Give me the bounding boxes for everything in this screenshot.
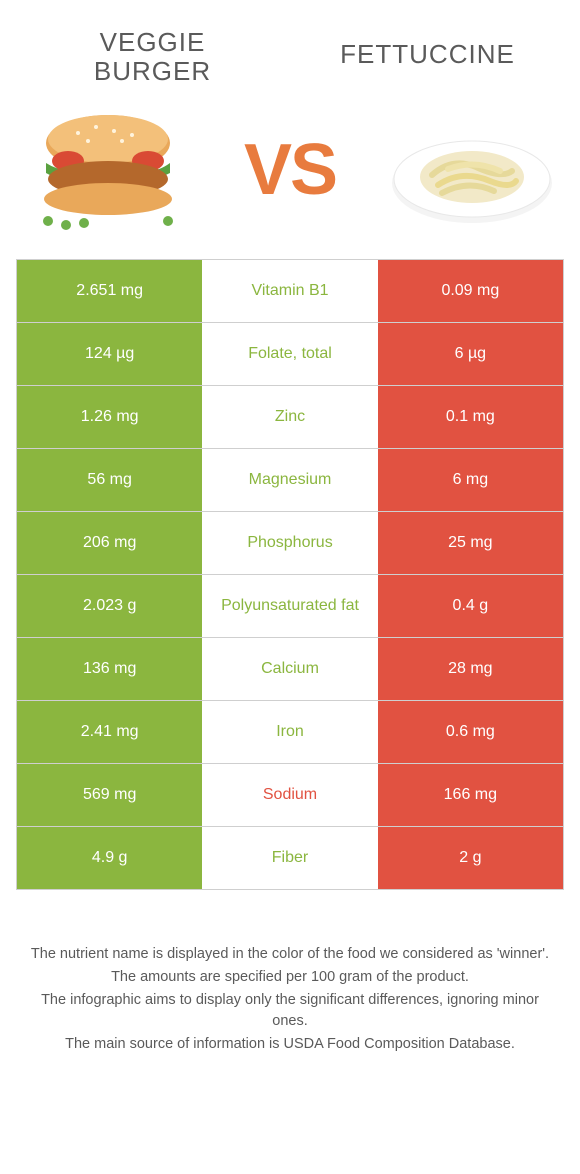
footnote-line: The main source of information is USDA F… — [30, 1034, 550, 1055]
vs-label: VS — [244, 129, 336, 211]
pasta-icon — [382, 105, 562, 235]
comparison-infographic: VEGGIE BURGER FETTUCCINE VS — [0, 0, 580, 1077]
food1-value: 56 mg — [17, 449, 202, 511]
nutrient-name: Fiber — [202, 827, 377, 889]
food1-value: 2.41 mg — [17, 701, 202, 763]
hero-row: VS — [0, 97, 580, 259]
table-row: 206 mgPhosphorus25 mg — [17, 511, 563, 574]
title-row: VEGGIE BURGER FETTUCCINE — [0, 0, 580, 97]
nutrient-name: Iron — [202, 701, 377, 763]
food2-image — [382, 105, 562, 235]
footnotes: The nutrient name is displayed in the co… — [0, 890, 580, 1077]
table-row: 2.41 mgIron0.6 mg — [17, 700, 563, 763]
table-row: 2.023 gPolyunsaturated fat0.4 g — [17, 574, 563, 637]
food2-value: 0.4 g — [378, 575, 563, 637]
food1-value: 136 mg — [17, 638, 202, 700]
nutrient-name: Zinc — [202, 386, 377, 448]
table-row: 569 mgSodium166 mg — [17, 763, 563, 826]
food1-value: 206 mg — [17, 512, 202, 574]
nutrient-name: Folate, total — [202, 323, 377, 385]
food1-value: 2.023 g — [17, 575, 202, 637]
food2-value: 28 mg — [378, 638, 563, 700]
table-row: 2.651 mgVitamin B10.09 mg — [17, 259, 563, 322]
footnote-line: The nutrient name is displayed in the co… — [30, 944, 550, 965]
food2-title: FETTUCCINE — [315, 28, 540, 85]
table-row: 1.26 mgZinc0.1 mg — [17, 385, 563, 448]
food1-value: 569 mg — [17, 764, 202, 826]
food2-value: 0.6 mg — [378, 701, 563, 763]
food1-image — [18, 105, 198, 235]
food2-value: 25 mg — [378, 512, 563, 574]
burger-icon — [18, 105, 198, 235]
footnote-line: The amounts are specified per 100 gram o… — [30, 967, 550, 988]
table-row: 136 mgCalcium28 mg — [17, 637, 563, 700]
food2-value: 6 µg — [378, 323, 563, 385]
nutrient-table: 2.651 mgVitamin B10.09 mg124 µgFolate, t… — [16, 259, 564, 890]
nutrient-name: Polyunsaturated fat — [202, 575, 377, 637]
food1-value: 124 µg — [17, 323, 202, 385]
nutrient-name: Magnesium — [202, 449, 377, 511]
nutrient-name: Vitamin B1 — [202, 260, 377, 322]
nutrient-name: Sodium — [202, 764, 377, 826]
food2-value: 0.09 mg — [378, 260, 563, 322]
food1-value: 1.26 mg — [17, 386, 202, 448]
table-row: 4.9 gFiber2 g — [17, 826, 563, 889]
food1-value: 2.651 mg — [17, 260, 202, 322]
food2-value: 0.1 mg — [378, 386, 563, 448]
food2-value: 2 g — [378, 827, 563, 889]
nutrient-name: Phosphorus — [202, 512, 377, 574]
nutrient-name: Calcium — [202, 638, 377, 700]
food2-value: 166 mg — [378, 764, 563, 826]
footnote-line: The infographic aims to display only the… — [30, 990, 550, 1032]
food1-title: VEGGIE BURGER — [40, 28, 265, 85]
food1-value: 4.9 g — [17, 827, 202, 889]
table-row: 56 mgMagnesium6 mg — [17, 448, 563, 511]
food2-value: 6 mg — [378, 449, 563, 511]
table-row: 124 µgFolate, total6 µg — [17, 322, 563, 385]
